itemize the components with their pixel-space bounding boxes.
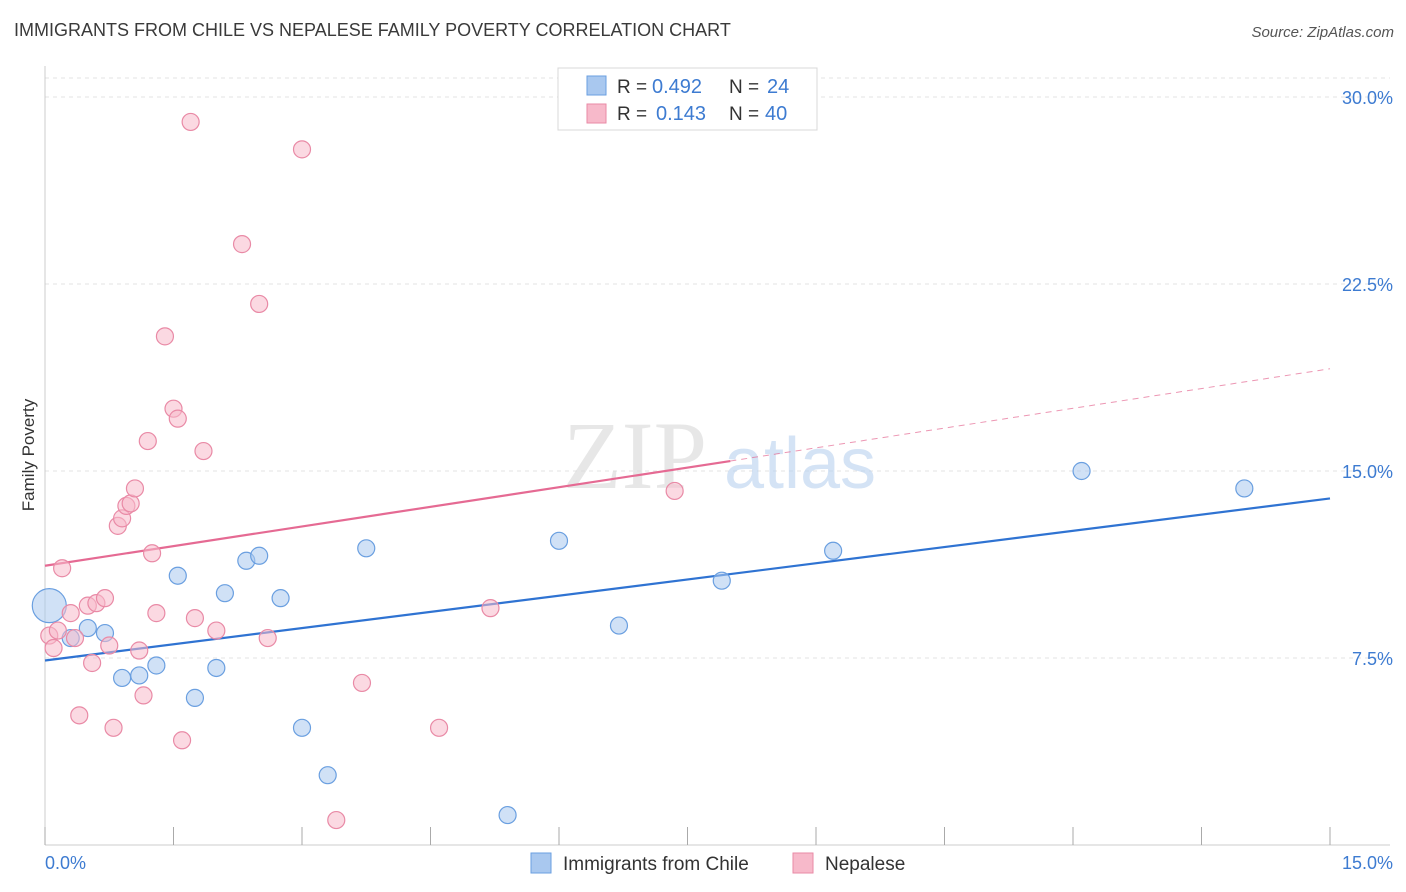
data-point-blue [357,539,376,558]
data-point-blue [498,805,517,825]
data-point-pink [185,609,205,628]
data-point-pink [250,294,269,314]
axes-layer [44,66,1390,846]
data-point-blue [207,658,226,678]
data-point-blue [215,584,234,603]
legend-n-value-1: 24 [767,76,789,98]
bottom-legend-swatch-blue [530,852,552,874]
data-point-blue [712,571,731,590]
y-tick-label: 22.5% [1342,275,1393,295]
data-point-pink [292,140,312,159]
data-point-pink [65,628,85,648]
data-point-pink [665,481,684,501]
y-tick-label: 7.5% [1352,649,1393,669]
data-point-blue [185,688,205,707]
bottom-legend-label-blue: Immigrants from Chile [563,854,749,875]
legend-n-label-1: N = [729,77,759,98]
bottom-legend: Immigrants from Chile Nepalese [530,852,905,875]
data-point-blue [250,546,269,565]
y-axis-label: Family Poverty [19,398,38,511]
chart-source: Source: ZipAtlas.com [1251,24,1394,41]
data-point-pink [104,718,123,737]
x-tick-label: 0.0% [45,853,86,873]
data-point-pink [134,686,153,705]
trend-line-extension-pink [730,368,1331,462]
legend-n-label-2: N = [729,104,759,125]
data-points [31,112,1254,830]
legend-swatch-blue [586,75,607,96]
data-point-pink [352,673,372,693]
data-point-blue [112,668,132,688]
data-point-pink [61,604,80,623]
data-point-blue [549,531,569,550]
watermark-atlas: atlas [724,424,876,504]
watermark-zip: ZIP [563,402,707,509]
data-point-pink [125,479,145,498]
data-point-pink [44,638,63,658]
data-point-pink [481,599,500,618]
data-point-blue [1072,461,1091,481]
y-tick-label: 15.0% [1342,462,1393,482]
y-tick-label: 30.0% [1342,88,1393,108]
data-point-pink [327,810,346,830]
chart-title: IMMIGRANTS FROM CHILE VS NEPALESE FAMILY… [14,20,731,40]
tick-labels: 7.5% 15.0% 22.5% 30.0% 0.0% 15.0% [45,88,1393,873]
legend-r-label-2: R = [617,104,647,125]
data-point-blue [147,656,166,675]
legend-swatch-pink [586,103,607,124]
legend-n-value-2: 40 [765,103,787,125]
watermark: ZIP atlas [563,402,876,509]
legend-r-value-2: 0.143 [656,103,706,125]
data-point-pink [130,641,149,660]
data-point-pink [48,621,67,640]
data-point-pink [95,589,115,608]
data-point-blue [318,766,337,785]
data-point-pink [168,409,187,428]
data-point-pink [100,636,119,655]
grid-layer [45,77,1390,659]
x-tick-label: 15.0% [1342,853,1393,873]
data-point-pink [232,235,252,254]
data-point-blue [271,589,290,608]
data-point-pink [147,604,166,623]
data-point-blue [31,588,67,624]
bottom-legend-swatch-pink [792,852,814,874]
data-point-pink [429,718,449,737]
legend-r-label-1: R = [617,77,647,98]
bottom-legend-label-pink: Nepalese [825,854,905,875]
data-point-pink [172,731,192,750]
data-point-pink [83,653,102,673]
data-point-blue [1235,479,1254,498]
data-point-pink [70,706,89,725]
trend-line-blue [44,497,1331,662]
data-point-pink [138,431,157,451]
data-point-pink [142,544,162,563]
data-point-blue [78,618,97,638]
data-point-pink [194,441,213,461]
data-point-pink [258,628,277,648]
legend-r-value-1: 0.492 [652,76,702,98]
data-point-pink [53,559,72,578]
data-point-blue [168,566,187,585]
legend: R = 0.492 N = 24 R = 0.143 N = 40 [557,67,818,131]
data-point-pink [181,112,200,132]
data-point-blue [130,666,149,685]
data-point-pink [207,621,226,640]
data-point-pink [155,327,175,346]
data-point-blue [824,541,843,560]
data-point-blue [292,718,312,737]
data-point-pink [121,494,140,513]
data-point-blue [609,616,629,635]
